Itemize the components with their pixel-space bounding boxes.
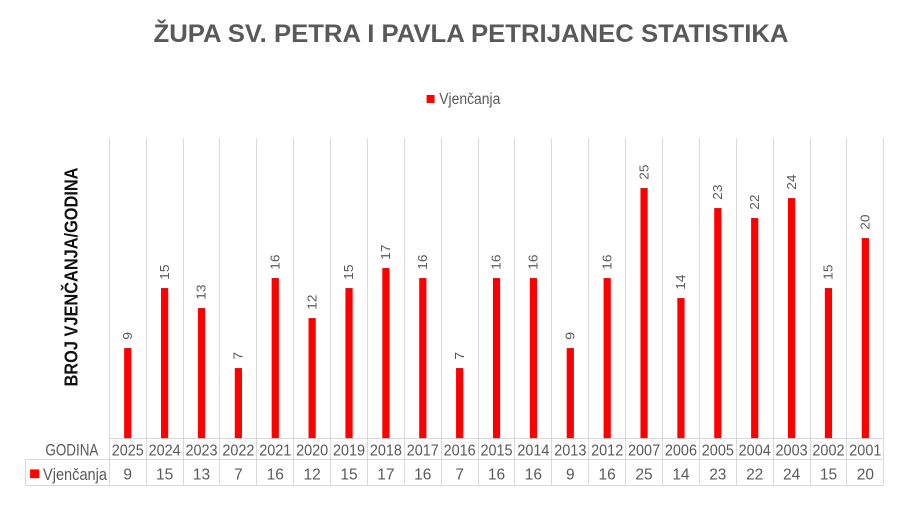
svg-text:2021: 2021 (259, 442, 291, 459)
svg-text:12: 12 (304, 466, 321, 483)
svg-text:25: 25 (637, 164, 651, 179)
svg-text:9: 9 (564, 332, 578, 340)
svg-text:2001: 2001 (849, 442, 881, 459)
svg-text:15: 15 (158, 264, 172, 279)
svg-text:7: 7 (455, 466, 464, 483)
svg-text:2012: 2012 (591, 442, 623, 459)
svg-text:16: 16 (600, 254, 614, 269)
svg-text:2020: 2020 (296, 442, 328, 459)
svg-text:12: 12 (305, 294, 319, 309)
svg-text:15: 15 (342, 264, 356, 279)
svg-text:23: 23 (711, 184, 725, 199)
svg-text:9: 9 (121, 332, 135, 340)
svg-text:17: 17 (377, 466, 394, 483)
svg-text:20: 20 (859, 214, 873, 229)
svg-text:17: 17 (379, 244, 393, 259)
svg-text:2022: 2022 (222, 442, 254, 459)
svg-text:2018: 2018 (370, 442, 402, 459)
svg-text:7: 7 (234, 466, 243, 483)
svg-text:2003: 2003 (776, 442, 808, 459)
svg-text:2007: 2007 (628, 442, 660, 459)
svg-text:2024: 2024 (149, 442, 181, 459)
svg-text:15: 15 (156, 466, 173, 483)
svg-text:14: 14 (672, 466, 690, 483)
svg-text:GODINA: GODINA (45, 441, 99, 460)
svg-text:20: 20 (857, 466, 875, 483)
svg-text:25: 25 (635, 466, 652, 483)
svg-text:23: 23 (709, 466, 726, 483)
svg-text:2014: 2014 (517, 442, 549, 459)
svg-text:14: 14 (674, 274, 688, 289)
svg-text:22: 22 (748, 194, 762, 209)
svg-text:2025: 2025 (112, 442, 144, 459)
svg-text:16: 16 (490, 254, 504, 269)
svg-text:16: 16 (268, 254, 282, 269)
svg-text:16: 16 (488, 466, 505, 483)
svg-text:24: 24 (783, 466, 801, 483)
svg-text:24: 24 (785, 174, 799, 189)
svg-text:2017: 2017 (407, 442, 439, 459)
svg-text:16: 16 (416, 254, 430, 269)
svg-text:16: 16 (599, 466, 616, 483)
svg-text:16: 16 (414, 466, 431, 483)
svg-text:BROJ VJENČANJA/GODINA: BROJ VJENČANJA/GODINA (60, 168, 81, 387)
svg-text:2019: 2019 (333, 442, 365, 459)
svg-text:15: 15 (820, 466, 837, 483)
svg-text:2004: 2004 (739, 442, 771, 459)
svg-text:Vjenčanja: Vjenčanja (439, 91, 500, 108)
svg-text:2023: 2023 (185, 442, 217, 459)
svg-text:2005: 2005 (702, 442, 734, 459)
svg-text:15: 15 (822, 264, 836, 279)
svg-text:22: 22 (746, 466, 763, 483)
svg-text:ŽUPA SV. PETRA I PAVLA PETRIJA: ŽUPA SV. PETRA I PAVLA PETRIJANEC STATIS… (154, 20, 789, 48)
svg-text:2016: 2016 (444, 442, 476, 459)
svg-text:9: 9 (123, 466, 132, 483)
svg-text:16: 16 (527, 254, 541, 269)
svg-text:16: 16 (267, 466, 284, 483)
svg-text:16: 16 (525, 466, 542, 483)
svg-text:13: 13 (193, 466, 210, 483)
svg-text:7: 7 (453, 352, 467, 360)
svg-text:9: 9 (566, 466, 575, 483)
svg-text:15: 15 (340, 466, 357, 483)
svg-text:7: 7 (232, 352, 246, 360)
svg-text:2006: 2006 (665, 442, 697, 459)
svg-text:2013: 2013 (554, 442, 586, 459)
svg-text:Vjenčanja: Vjenčanja (43, 465, 107, 484)
svg-text:2002: 2002 (812, 442, 844, 459)
svg-text:13: 13 (195, 284, 209, 299)
svg-text:2015: 2015 (480, 442, 512, 459)
